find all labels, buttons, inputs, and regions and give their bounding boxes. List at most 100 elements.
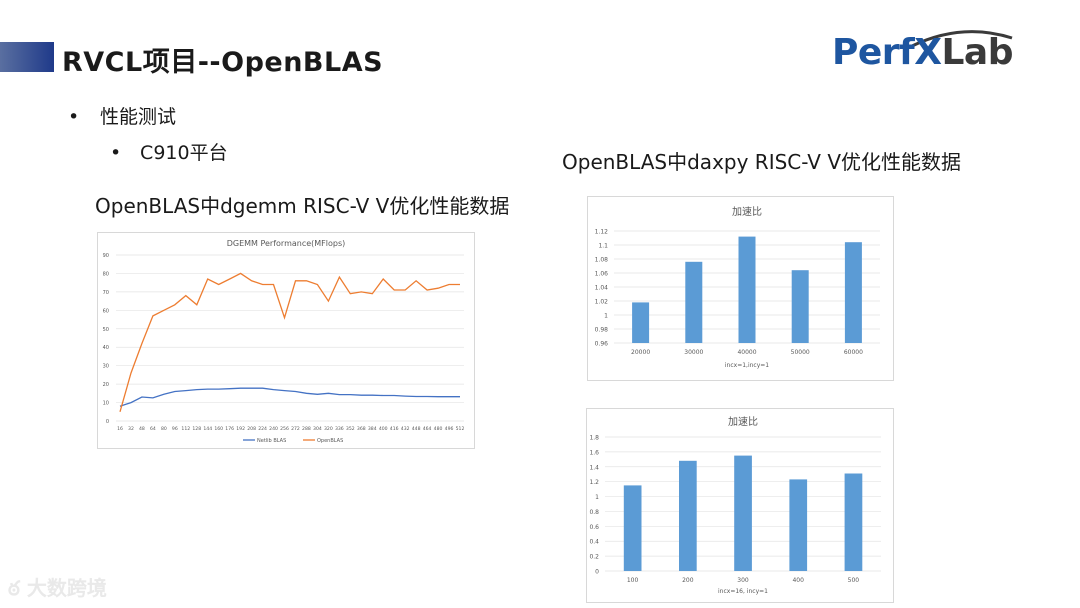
x-tick-label: 240 bbox=[269, 426, 278, 432]
y-tick-label: 1.4 bbox=[589, 464, 599, 471]
y-tick-label: 10 bbox=[103, 401, 109, 407]
x-tick-label: 112 bbox=[181, 426, 190, 432]
y-tick-label: 1.8 bbox=[589, 435, 599, 442]
x-tick-label: 208 bbox=[247, 426, 256, 432]
x-tick-label: 400 bbox=[792, 577, 804, 584]
x-tick-label: 176 bbox=[225, 426, 234, 432]
y-tick-label: 0.6 bbox=[589, 524, 599, 531]
bullet-performance-test-label: 性能测试 bbox=[100, 106, 177, 128]
x-tick-label: 464 bbox=[423, 426, 432, 432]
bullet-c910-platform: • C910平台 bbox=[110, 138, 228, 165]
series-line-openblas bbox=[119, 272, 460, 412]
x-tick-label: 64 bbox=[150, 426, 156, 432]
x-tick-label: 200 bbox=[682, 577, 694, 584]
x-tick-label: 256 bbox=[280, 426, 289, 432]
heading-daxpy: OpenBLAS中daxpy RISC-V V优化性能数据 bbox=[562, 150, 962, 174]
y-tick-label: 1 bbox=[595, 494, 599, 501]
x-tick-label: 96 bbox=[172, 426, 178, 432]
y-tick-label: 0 bbox=[106, 419, 109, 425]
x-tick-label: 336 bbox=[335, 426, 344, 432]
chart-title: DGEMM Performance(MFlops) bbox=[227, 239, 346, 248]
daxpy-chart-incx1: 加速比 0.96 0.98 1 1.02 1.04 1.06 1.08 1.1 1.12 20000… bbox=[587, 196, 894, 381]
bullet-dot-icon: • bbox=[110, 142, 122, 164]
perfxlab-logo: PerfXLab bbox=[832, 26, 1022, 76]
x-tick-label: 100 bbox=[627, 577, 639, 584]
bar-500 bbox=[844, 473, 863, 571]
bar-200 bbox=[679, 460, 697, 571]
x-tick-label: 384 bbox=[368, 426, 377, 432]
daxpy-chart-incx16: 加速比 0 0.2 0.4 0.6 0.8 1 1.2 1.4 1.6 1.8 100 200 300 40… bbox=[586, 408, 894, 603]
y-tick-label: 1.02 bbox=[595, 299, 609, 306]
logo-text: PerfXLab bbox=[832, 32, 1013, 73]
bullet-performance-test: • 性能测试 bbox=[68, 102, 176, 129]
x-tick-label: 160 bbox=[214, 426, 223, 432]
x-axis-label: incx=1,incy=1 bbox=[725, 362, 769, 369]
heading-dgemm: OpenBLAS中dgemm RISC-V V优化性能数据 bbox=[95, 194, 510, 218]
watermark: ఠ 大数跨境 bbox=[8, 572, 107, 605]
x-tick-label: 60000 bbox=[844, 349, 863, 356]
y-tick-label: 40 bbox=[103, 345, 109, 351]
x-tick-label: 320 bbox=[324, 426, 333, 432]
x-tick-label: 496 bbox=[445, 426, 454, 432]
x-tick-label: 288 bbox=[302, 426, 311, 432]
y-tick-label: 0 bbox=[595, 569, 599, 576]
x-tick-label: 448 bbox=[412, 426, 421, 432]
y-tick-label: 80 bbox=[103, 271, 109, 277]
bar-400 bbox=[789, 479, 808, 571]
x-tick-label: 32 bbox=[128, 426, 134, 432]
x-tick-label: 80 bbox=[161, 426, 167, 432]
x-tick-label: 40000 bbox=[737, 349, 756, 356]
logo-part-perf: Perf bbox=[832, 32, 915, 73]
x-tick-label: 20000 bbox=[631, 349, 650, 356]
y-tick-label: 90 bbox=[103, 253, 109, 259]
y-tick-label: 0.4 bbox=[589, 539, 599, 546]
slide-title: RVCL项目--OpenBLAS bbox=[62, 47, 384, 78]
logo-swoosh-icon bbox=[911, 30, 1013, 48]
y-tick-label: 60 bbox=[103, 308, 109, 314]
x-tick-label: 416 bbox=[390, 426, 399, 432]
bar-100 bbox=[623, 485, 642, 571]
x-tick-label: 304 bbox=[313, 426, 322, 432]
chart-title: 加速比 bbox=[732, 206, 762, 218]
y-tick-label: 1 bbox=[604, 313, 608, 320]
title-accent-bar bbox=[0, 42, 54, 72]
y-tick-label: 30 bbox=[103, 364, 109, 370]
legend-label: OpenBLAS bbox=[317, 438, 343, 444]
x-tick-label: 128 bbox=[192, 426, 201, 432]
bullet-c910-platform-label: C910平台 bbox=[140, 142, 228, 164]
y-tick-label: 0.96 bbox=[595, 341, 609, 348]
y-tick-label: 1.2 bbox=[589, 479, 599, 486]
y-tick-label: 1.04 bbox=[595, 285, 609, 292]
y-tick-label: 1.1 bbox=[598, 243, 608, 250]
bar-20000 bbox=[632, 302, 650, 343]
bar-40000 bbox=[738, 236, 756, 343]
bullet-dot-icon: • bbox=[68, 106, 80, 128]
bar-300 bbox=[734, 455, 752, 571]
y-tick-label: 1.12 bbox=[595, 229, 609, 236]
bar-30000 bbox=[685, 261, 703, 343]
dgemm-chart: DGEMM Performance(MFlops) 0 10 20 30 40 50 60 70… bbox=[97, 232, 475, 449]
daxpy-bar-chart-incx16: 加速比 0 0.2 0.4 0.6 0.8 1 1.2 1.4 1.6 1.8 100 200 300 40… bbox=[589, 416, 881, 595]
y-tick-label: 20 bbox=[103, 382, 109, 388]
y-tick-label: 1.06 bbox=[595, 271, 609, 278]
y-tick-label: 0.98 bbox=[595, 327, 609, 334]
series-line-netlib-blas bbox=[119, 387, 460, 407]
x-tick-label: 300 bbox=[737, 577, 749, 584]
y-tick-label: 1.6 bbox=[589, 449, 599, 456]
y-tick-label: 70 bbox=[103, 290, 109, 296]
x-tick-label: 368 bbox=[357, 426, 366, 432]
x-tick-label: 512 bbox=[456, 426, 465, 432]
x-tick-label: 400 bbox=[379, 426, 388, 432]
x-tick-label: 480 bbox=[434, 426, 443, 432]
dgemm-line-chart: DGEMM Performance(MFlops) 0 10 20 30 40 50 60 70… bbox=[103, 239, 465, 444]
daxpy-bar-chart-incx1: 加速比 0.96 0.98 1 1.02 1.04 1.06 1.08 1.1 1.12 20000… bbox=[595, 206, 880, 369]
x-tick-label: 144 bbox=[203, 426, 212, 432]
chart-title: 加速比 bbox=[728, 416, 758, 428]
x-tick-label: 16 bbox=[117, 426, 123, 432]
y-tick-label: 0.8 bbox=[589, 509, 599, 516]
x-tick-label: 432 bbox=[401, 426, 410, 432]
y-tick-label: 50 bbox=[103, 327, 109, 333]
x-tick-label: 352 bbox=[346, 426, 355, 432]
y-tick-label: 1.08 bbox=[595, 257, 609, 264]
y-tick-label: 0.2 bbox=[589, 554, 599, 561]
